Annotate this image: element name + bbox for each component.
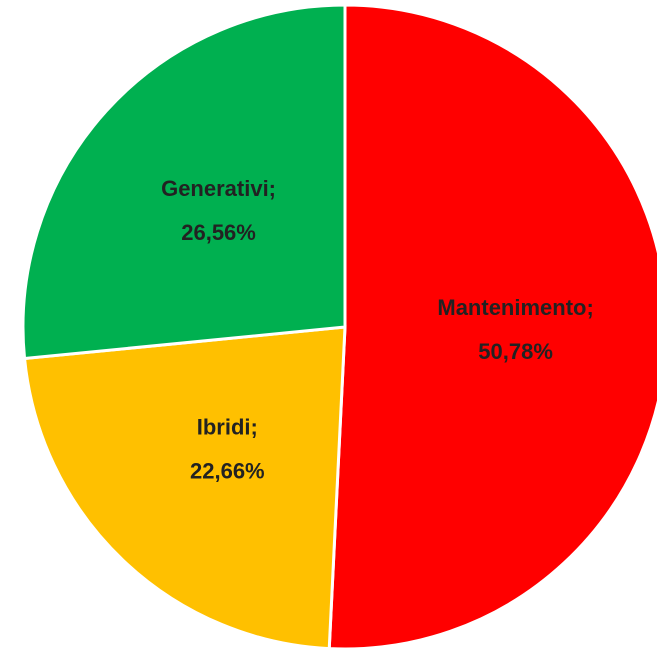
pie-slice — [22, 325, 347, 648]
slice-category-label: Generativi; — [161, 176, 276, 201]
slice-value-label: 22,66% — [190, 458, 265, 483]
pie-slice — [21, 3, 347, 361]
slice-category-label: Ibridi; — [197, 414, 258, 439]
pie-slice — [327, 3, 657, 648]
slice-category-label: Mantenimento; — [437, 295, 593, 320]
slice-value-label: 26,56% — [181, 220, 256, 245]
slice-value-label: 50,78% — [478, 339, 553, 364]
